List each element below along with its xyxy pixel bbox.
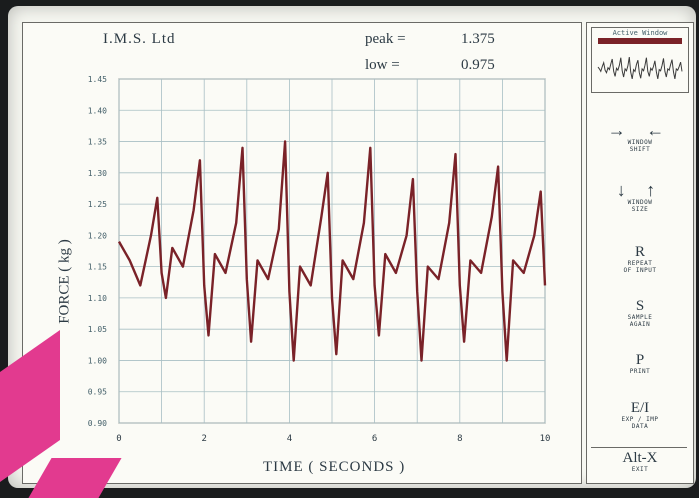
low-value: 0.975 xyxy=(461,57,495,73)
force-time-chart: 1.45 1.40 1.35 1.30 1.25 1.20 1.15 1.10 1.05 1.00… xyxy=(88,75,551,444)
x-tick-label: 6 xyxy=(372,434,377,444)
y-tick-label: 1.45 xyxy=(88,75,107,84)
y-tick-label: 1.35 xyxy=(88,138,107,147)
window-shift-arrows-icon: → ← xyxy=(607,120,673,140)
y-tick-label: 0.95 xyxy=(88,388,107,397)
print-command[interactable]: P PRINT xyxy=(629,352,651,376)
window-size-command[interactable]: ↓ ↑ WINDOW SIZE xyxy=(587,181,693,213)
x-axis-label: TIME ( SECONDS ) xyxy=(263,459,406,475)
sidebar-divider xyxy=(591,447,687,448)
x-tick-label: 0 xyxy=(116,434,121,444)
x-tick-label: 8 xyxy=(457,434,462,444)
peak-label: peak = xyxy=(365,31,406,47)
y-tick-label: 1.00 xyxy=(88,356,107,365)
active-window-bar xyxy=(598,38,682,44)
y-tick-label: 1.05 xyxy=(88,325,107,334)
peak-value: 1.375 xyxy=(461,31,495,47)
y-tick-label: 1.10 xyxy=(88,294,107,303)
x-tick-label: 2 xyxy=(201,434,206,444)
active-window-title: Active Window xyxy=(612,29,668,37)
low-label: low = xyxy=(365,57,400,73)
active-window-preview[interactable]: Active Window xyxy=(591,27,689,93)
graph-panel: I.M.S. Ltd peak = 1.375 low = 0.975 FORC… xyxy=(22,22,582,484)
y-tick-label: 1.20 xyxy=(88,231,107,240)
window-size-arrows-icon: ↓ ↑ xyxy=(616,180,664,200)
mini-waveform-icon xyxy=(597,57,683,80)
sample-again-command[interactable]: S SAMPLE AGAIN xyxy=(627,298,653,329)
y-tick-label: 0.90 xyxy=(88,419,107,428)
command-sidebar: Active Window → ← WINDOW SHIFT ↓ ↑ WINDO… xyxy=(586,22,694,484)
company-name: I.M.S. Ltd xyxy=(103,31,176,47)
repeat-input-command[interactable]: R REPEAT OF INPUT xyxy=(623,244,657,275)
export-import-data-command[interactable]: E/I EXP / IMP DATA xyxy=(621,400,659,431)
window-shift-command[interactable]: → ← WINDOW SHIFT xyxy=(587,121,693,153)
y-tick-label: 1.15 xyxy=(88,263,107,272)
exit-command[interactable]: Alt-X EXIT xyxy=(622,450,658,474)
force-series-line xyxy=(117,140,547,362)
x-tick-label: 10 xyxy=(540,434,551,444)
y-tick-label: 1.30 xyxy=(88,169,107,178)
y-tick-label: 1.25 xyxy=(88,200,107,209)
monitor-screen: I.M.S. Ltd peak = 1.375 low = 0.975 FORC… xyxy=(8,6,696,488)
x-tick-label: 4 xyxy=(287,434,292,444)
y-tick-label: 1.40 xyxy=(88,106,107,115)
